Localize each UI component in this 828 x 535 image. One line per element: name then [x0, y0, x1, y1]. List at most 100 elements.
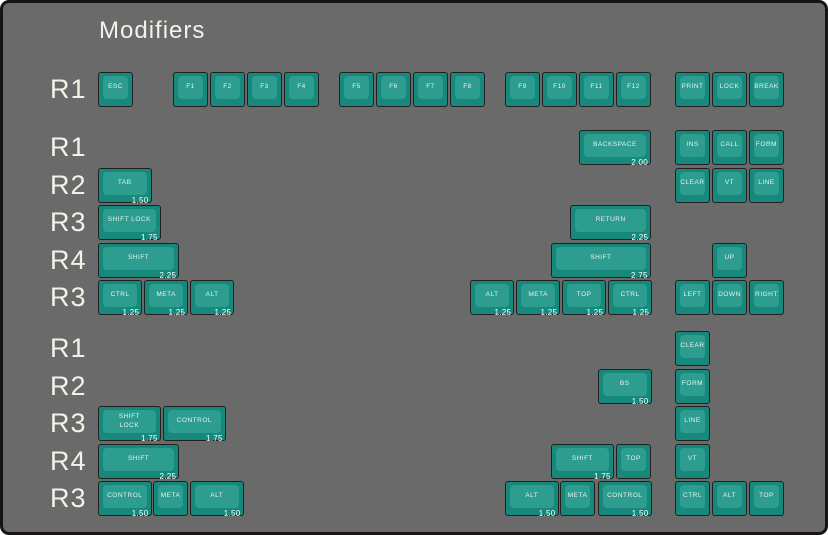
keycap-legend: META — [528, 291, 548, 299]
keycap-legend: F7 — [426, 83, 435, 91]
keycap-lock[interactable]: LOCK — [712, 72, 747, 107]
keycap-top-surface — [680, 372, 705, 396]
keycap-size-label: 1.75 — [140, 434, 158, 443]
keycap-top[interactable]: TOP — [616, 443, 651, 479]
keycap-f7[interactable]: F7 — [413, 72, 448, 107]
keycap-meta[interactable]: META 1.25 — [144, 280, 189, 317]
keycap-top-surface — [613, 284, 648, 307]
keycap-left[interactable]: LEFT — [675, 280, 710, 315]
keycap-ctrl[interactable]: CTRL 1.25 — [98, 280, 143, 317]
keycap-size-label: 2.25 — [631, 233, 649, 242]
row-label: R2 — [50, 370, 87, 401]
row-label: R3 — [50, 282, 87, 312]
keycap-legend: CONTROL — [607, 492, 643, 500]
keycap-meta[interactable]: META — [153, 481, 188, 516]
keycap-legend: ALT — [525, 492, 539, 500]
keycap-f5[interactable]: F5 — [339, 72, 374, 107]
keycap-shift[interactable]: SHIFT 2.75 — [551, 242, 651, 280]
keycap-clear[interactable]: CLEAR — [675, 331, 710, 366]
keycap-call[interactable]: CALL — [712, 130, 747, 165]
keycap-top-surface — [754, 76, 779, 99]
keycap-top-surface — [195, 284, 230, 307]
keycap-vt[interactable]: VT — [712, 167, 747, 203]
keycap-top-surface — [103, 246, 175, 270]
keycap-legend: RETURN — [595, 216, 626, 224]
keycap-vt[interactable]: VT — [675, 443, 710, 479]
row-label: R4 — [50, 244, 87, 275]
keycap-ins[interactable]: INS — [675, 130, 710, 165]
keycap-alt[interactable]: ALT 1.50 — [505, 481, 559, 518]
keycap-meta[interactable]: META — [560, 481, 595, 516]
keycap-legend: DOWN — [718, 291, 741, 299]
keycap-top-surface — [717, 171, 742, 195]
keycap-top-surface — [510, 485, 554, 508]
keycap-meta[interactable]: META 1.25 — [516, 280, 561, 317]
keycap-legend: TAB — [117, 178, 132, 186]
keycap-legend: TOP — [576, 291, 592, 299]
keycap-backspace[interactable]: BACKSPACE 2.00 — [579, 130, 651, 167]
keycap-top-surface — [103, 76, 128, 99]
keycap-top-surface — [584, 76, 609, 99]
keycap-line[interactable]: LINE — [749, 167, 784, 203]
keycap-form[interactable]: FORM — [675, 368, 710, 404]
keycap-right[interactable]: RIGHT — [749, 280, 784, 315]
keycap-size-label: 1.25 — [586, 308, 604, 317]
keycap-break[interactable]: BREAK — [749, 72, 784, 107]
keycap-control[interactable]: CONTROL 1.75 — [163, 406, 226, 443]
keycap-f11[interactable]: F11 — [579, 72, 614, 107]
keycap-f9[interactable]: F9 — [505, 72, 540, 107]
keycap-shift[interactable]: SHIFT 2.25 — [98, 443, 180, 481]
keycap-legend: META — [156, 291, 176, 299]
keycap-top-surface — [717, 246, 742, 270]
keycap-top-surface — [603, 485, 647, 508]
row-label: R1 — [50, 74, 87, 104]
keycap-top-surface — [603, 372, 647, 396]
row-label: R1 — [50, 333, 87, 363]
keycap-top-surface — [381, 76, 406, 99]
keycap-alt[interactable]: ALT 1.25 — [190, 280, 235, 317]
keycap-legend: CONTROL — [107, 492, 143, 500]
keycap-shift[interactable]: SHIFT 2.25 — [98, 242, 180, 280]
keycap-top-surface — [178, 76, 203, 99]
keycap-f6[interactable]: F6 — [376, 72, 411, 107]
keycap-f2[interactable]: F2 — [210, 72, 245, 107]
keycap-bs[interactable]: BS 1.50 — [598, 368, 652, 406]
keycap-alt[interactable]: ALT 1.25 — [470, 280, 515, 317]
keycap-ctrl[interactable]: CTRL — [675, 481, 710, 516]
keycap-form[interactable]: FORM — [749, 130, 784, 165]
keycap-f4[interactable]: F4 — [284, 72, 319, 107]
keycap-alt[interactable]: ALT 1.50 — [190, 481, 244, 518]
keycap-esc[interactable]: ESC — [98, 72, 133, 107]
keycap-return[interactable]: RETURN 2.25 — [570, 205, 652, 242]
keycap-legend: F12 — [627, 83, 640, 91]
keycap-legend: SHIFT LOCK — [118, 412, 141, 429]
keycap-f1[interactable]: F1 — [173, 72, 208, 107]
keycap-size-label: 1.25 — [214, 308, 232, 317]
keycap-shift-lock[interactable]: SHIFT LOCK 1.75 — [98, 205, 161, 242]
keycap-top[interactable]: TOP — [749, 481, 784, 516]
keycap-alt[interactable]: ALT — [712, 481, 747, 516]
keycap-line[interactable]: LINE — [675, 406, 710, 441]
keycap-legend: CLEAR — [680, 178, 705, 186]
keycap-tab[interactable]: TAB 1.50 — [98, 167, 152, 205]
keycap-control[interactable]: CONTROL 1.50 — [598, 481, 652, 518]
keycap-size-label: 1.50 — [223, 509, 241, 518]
keycap-top-surface — [680, 335, 705, 358]
keycap-print[interactable]: PRINT — [675, 72, 710, 107]
keycap-up[interactable]: UP — [712, 242, 747, 278]
keycap-top-surface — [455, 76, 480, 99]
keycap-size-label: 2.25 — [159, 270, 177, 280]
keycap-legend: ESC — [108, 83, 123, 91]
keycap-shift-lock[interactable]: SHIFT LOCK 1.75 — [98, 406, 161, 443]
keycap-down[interactable]: DOWN — [712, 280, 747, 315]
keycap-control[interactable]: CONTROL 1.50 — [98, 481, 152, 518]
keycap-shift[interactable]: SHIFT 1.75 — [551, 443, 614, 481]
row-label: R4 — [50, 445, 87, 476]
keycap-f3[interactable]: F3 — [247, 72, 282, 107]
keycap-clear[interactable]: CLEAR — [675, 167, 710, 203]
keycap-top[interactable]: TOP 1.25 — [562, 280, 607, 317]
keycap-f12[interactable]: F12 — [616, 72, 651, 107]
keycap-ctrl[interactable]: CTRL 1.25 — [608, 280, 653, 317]
keycap-f8[interactable]: F8 — [450, 72, 485, 107]
keycap-f10[interactable]: F10 — [542, 72, 577, 107]
